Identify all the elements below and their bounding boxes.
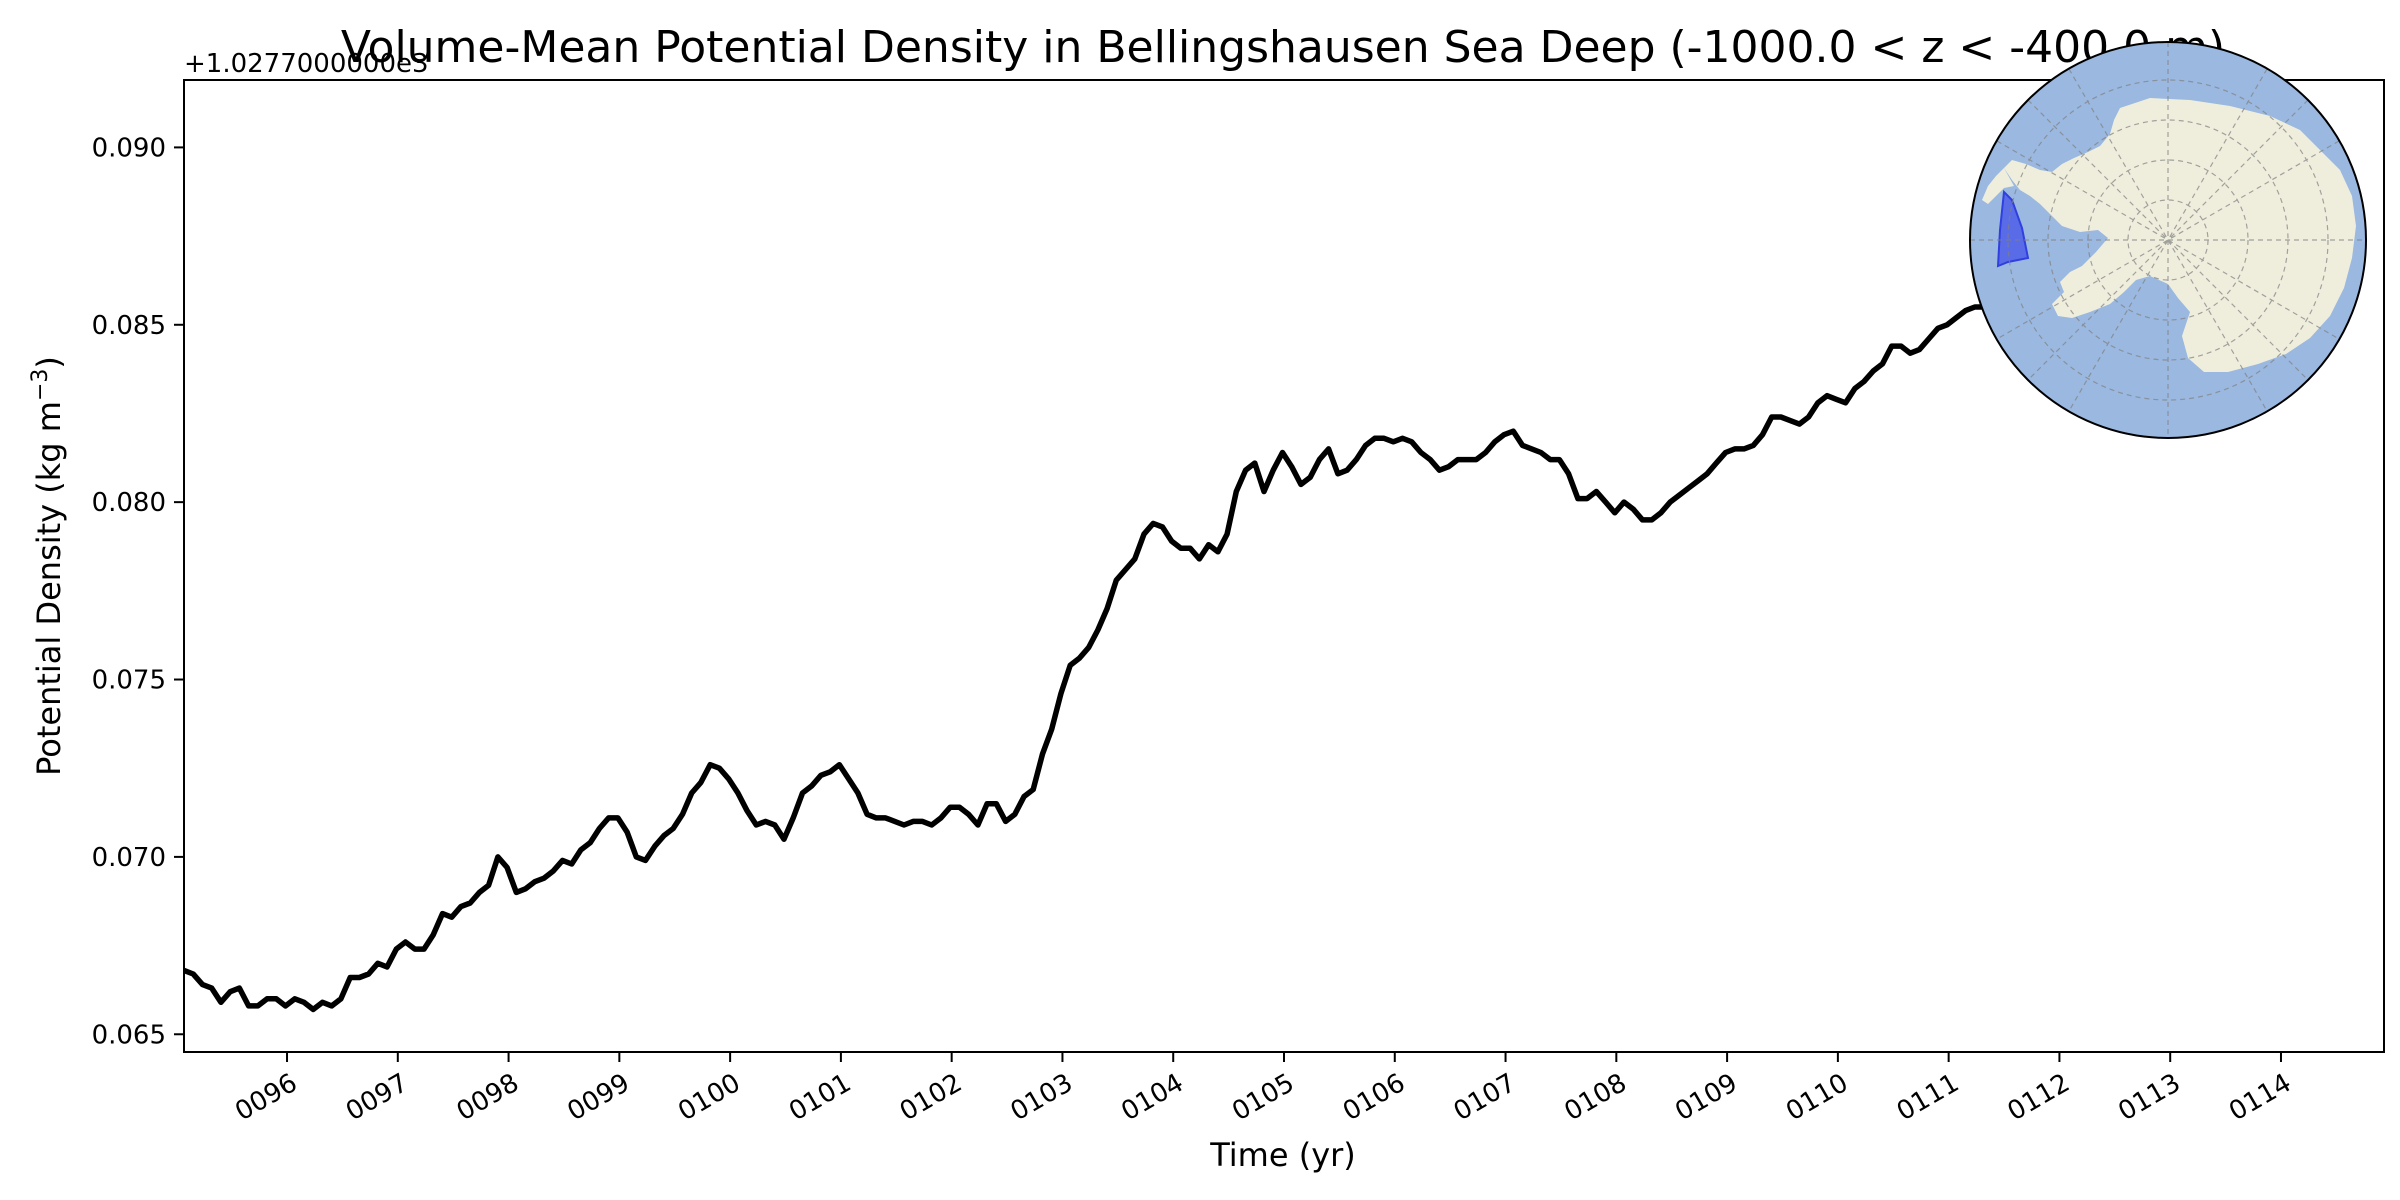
x-axis-label: Time (yr) bbox=[1209, 1136, 1356, 1174]
x-tick-label: 0107 bbox=[1449, 1068, 1521, 1127]
x-tick-label: 0114 bbox=[2224, 1068, 2296, 1127]
series-line bbox=[184, 119, 2273, 1013]
x-tick-label: 0096 bbox=[230, 1068, 302, 1127]
x-tick-label: 0100 bbox=[673, 1068, 745, 1127]
x-axis-ticks: 0096 0097 0098 0099 0100 0101 0102 0103 0104 0105… bbox=[230, 1052, 2296, 1127]
x-tick-label: 0102 bbox=[895, 1068, 967, 1127]
y-axis-ticks: 0.065 0.070 0.075 0.080 0.085 0.090 bbox=[92, 133, 184, 1050]
x-tick-label: 0106 bbox=[1338, 1068, 1410, 1127]
antarctica-inset-map bbox=[1969, 41, 2367, 439]
x-tick-label: 0105 bbox=[1227, 1068, 1299, 1127]
x-tick-label: 0113 bbox=[2113, 1068, 2185, 1127]
bellingshausen-sea-region bbox=[1996, 189, 2030, 268]
y-axis-offset-text: +1.0277000000e3 bbox=[184, 49, 429, 79]
x-tick-label: 0098 bbox=[452, 1068, 524, 1127]
x-tick-label: 0099 bbox=[563, 1068, 635, 1127]
y-tick-label: 0.070 bbox=[92, 843, 166, 873]
x-tick-label: 0112 bbox=[2003, 1068, 2075, 1127]
x-tick-label: 0104 bbox=[1116, 1068, 1188, 1127]
y-axis-label-exponent: −3 bbox=[28, 369, 53, 401]
y-tick-label: 0.075 bbox=[92, 666, 166, 696]
x-tick-label: 0097 bbox=[341, 1068, 413, 1127]
y-axis-label-suffix: ) bbox=[30, 356, 68, 368]
x-tick-label: 0109 bbox=[1670, 1068, 1742, 1127]
y-tick-label: 0.080 bbox=[92, 488, 166, 518]
x-tick-label: 0108 bbox=[1560, 1068, 1632, 1127]
chart-title: Volume-Mean Potential Density in Belling… bbox=[341, 22, 2225, 73]
antarctica-landmass bbox=[2004, 98, 2356, 372]
y-tick-label: 0.090 bbox=[92, 133, 166, 163]
y-axis-label: Potential Density (kg m−3) bbox=[28, 356, 68, 776]
y-tick-label: 0.085 bbox=[92, 311, 166, 341]
y-tick-label: 0.065 bbox=[92, 1020, 166, 1050]
antarctic-peninsula bbox=[1982, 168, 2014, 204]
y-axis-label-main: Potential Density (kg m bbox=[30, 401, 68, 776]
x-tick-label: 0103 bbox=[1006, 1068, 1078, 1127]
x-tick-label: 0111 bbox=[1892, 1068, 1964, 1127]
inset-graticule bbox=[1970, 42, 2366, 438]
inset-border bbox=[1969, 41, 2367, 439]
x-tick-label: 0110 bbox=[1781, 1068, 1853, 1127]
x-tick-label: 0101 bbox=[784, 1068, 856, 1127]
